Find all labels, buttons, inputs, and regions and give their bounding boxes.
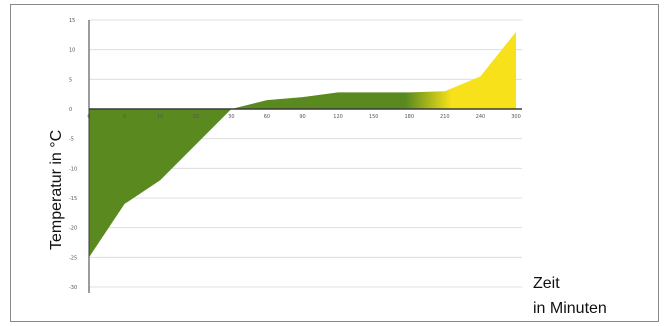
x-tick-label: 210 <box>440 114 450 120</box>
y-tick-labels: 15 10 5 0 -5 -10 -15 -20 -25 -30 <box>69 18 77 291</box>
y-tick-label: -10 <box>69 166 77 172</box>
x-tick-label: 0 <box>87 114 90 120</box>
area-positive <box>231 31 517 109</box>
y-tick-label: -25 <box>69 255 77 261</box>
x-axis-label-line1: Zeit <box>533 275 560 292</box>
x-tick-label: 20 <box>193 114 199 120</box>
y-tick-label: -30 <box>69 285 77 291</box>
x-tick-label: 150 <box>369 114 379 120</box>
chart-frame: 15 10 5 0 -5 -10 -15 -20 -25 -30 0 5 10 20 30 60 90 120 1… <box>10 4 659 322</box>
area-negative <box>89 109 232 258</box>
y-tick-label: 15 <box>69 18 75 24</box>
x-tick-label: 240 <box>476 114 486 120</box>
x-tick-label: 30 <box>228 114 234 120</box>
y-axis-label: Temperatur in °C <box>48 130 65 250</box>
x-tick-label: 60 <box>264 114 270 120</box>
x-tick-label: 120 <box>333 114 343 120</box>
axes <box>88 20 522 293</box>
x-tick-labels: 0 5 10 20 30 60 90 120 150 180 210 240 300 <box>87 114 520 120</box>
x-axis-label-line2: in Minuten <box>533 300 607 317</box>
y-tick-label: 0 <box>69 107 72 113</box>
y-tick-label: 5 <box>69 77 72 83</box>
x-tick-label: 180 <box>404 114 414 120</box>
y-tick-label: -20 <box>69 226 77 232</box>
x-tick-label: 90 <box>299 114 305 120</box>
area-series <box>89 31 517 258</box>
x-tick-label: 300 <box>511 114 521 120</box>
y-tick-label: -15 <box>69 196 77 202</box>
x-tick-label: 5 <box>123 114 126 120</box>
x-tick-label: 10 <box>157 114 163 120</box>
y-tick-label: -5 <box>69 137 74 143</box>
y-tick-label: 10 <box>69 48 75 54</box>
temperature-chart: 15 10 5 0 -5 -10 -15 -20 -25 -30 0 5 10 20 30 60 90 120 1… <box>48 18 607 317</box>
